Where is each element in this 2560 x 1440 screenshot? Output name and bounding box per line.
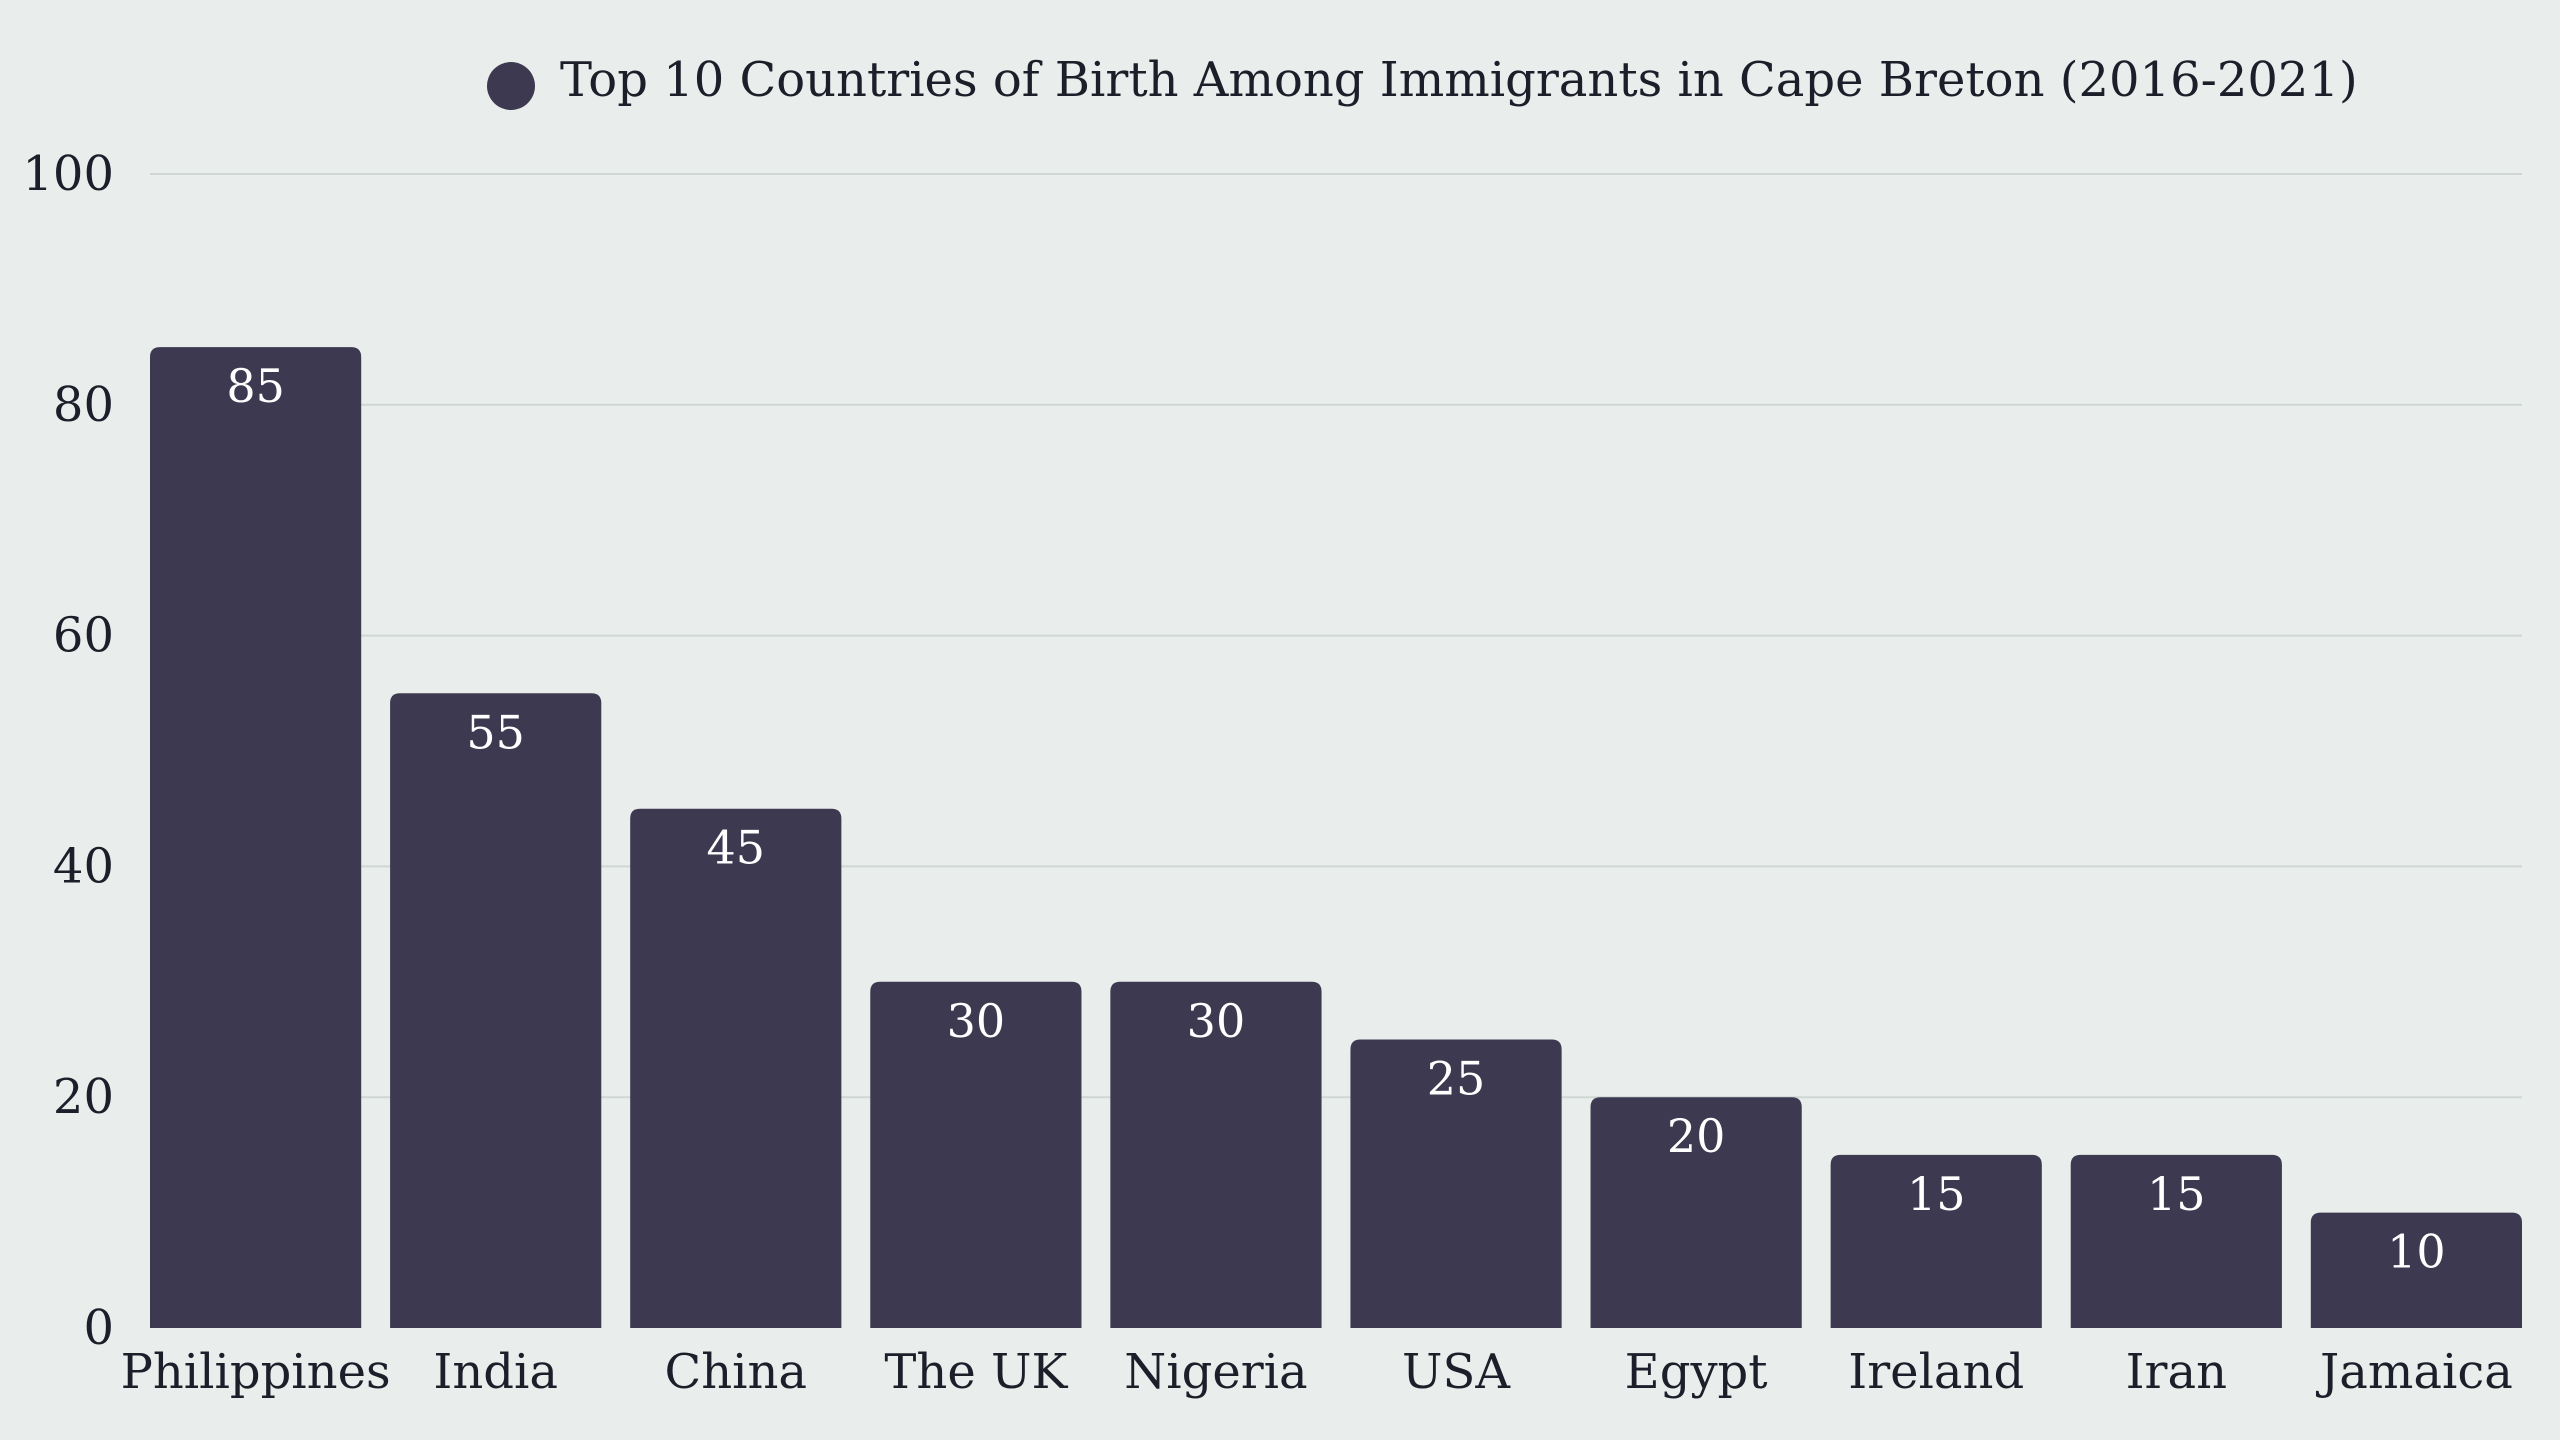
bar: [1350, 1039, 1562, 1328]
data-label: 45: [707, 821, 766, 875]
bar: [870, 981, 1082, 1328]
y-tick-label: 60: [53, 608, 114, 664]
x-tick-label: Iran: [2126, 1344, 2227, 1400]
bar: [1590, 1097, 1802, 1328]
data-label: 15: [2147, 1167, 2206, 1221]
y-tick-label: 0: [83, 1300, 114, 1356]
data-label: 15: [1907, 1167, 1966, 1221]
data-label: 55: [466, 705, 525, 759]
x-tick-label: Egypt: [1625, 1344, 1768, 1400]
bar: [1830, 1154, 2042, 1328]
bar: [2310, 1212, 2522, 1328]
x-axis-ticks: Philippines India China The UK Nigeria USA Egy…: [121, 1344, 2513, 1400]
data-label: 20: [1667, 1109, 1726, 1163]
bar: [1110, 981, 1322, 1328]
x-tick-label: The UK: [884, 1344, 1068, 1400]
y-tick-label: 20: [53, 1069, 114, 1125]
x-tick-label: Philippines: [121, 1344, 391, 1400]
x-tick-label: Jamaica: [2315, 1344, 2513, 1400]
x-tick-label: Ireland: [1848, 1344, 2024, 1400]
data-label: 30: [1187, 994, 1246, 1048]
data-label: 25: [1427, 1052, 1486, 1106]
bar: [630, 808, 842, 1328]
x-tick-label: India: [433, 1344, 558, 1400]
data-labels: 85 55 45 30 30 25 20 15 15 10: [226, 359, 2446, 1279]
bar: [150, 347, 362, 1329]
y-tick-label: 100: [22, 146, 114, 202]
legend-swatch: [487, 62, 535, 110]
legend-label: Top 10 Countries of Birth Among Immigran…: [560, 52, 2358, 108]
bars: [150, 347, 2522, 1329]
x-tick-label: USA: [1402, 1344, 1511, 1400]
y-tick-label: 40: [53, 838, 114, 894]
bar: [390, 693, 602, 1328]
x-tick-label: China: [665, 1344, 808, 1400]
data-label: 30: [947, 994, 1006, 1048]
y-tick-label: 80: [53, 377, 114, 433]
data-label: 10: [2387, 1225, 2446, 1279]
y-axis-ticks: 0 20 40 60 80 100: [22, 146, 114, 1356]
bar: [2070, 1154, 2282, 1328]
data-label: 85: [226, 359, 285, 413]
x-tick-label: Nigeria: [1124, 1344, 1307, 1400]
legend: Top 10 Countries of Birth Among Immigran…: [487, 52, 2358, 110]
